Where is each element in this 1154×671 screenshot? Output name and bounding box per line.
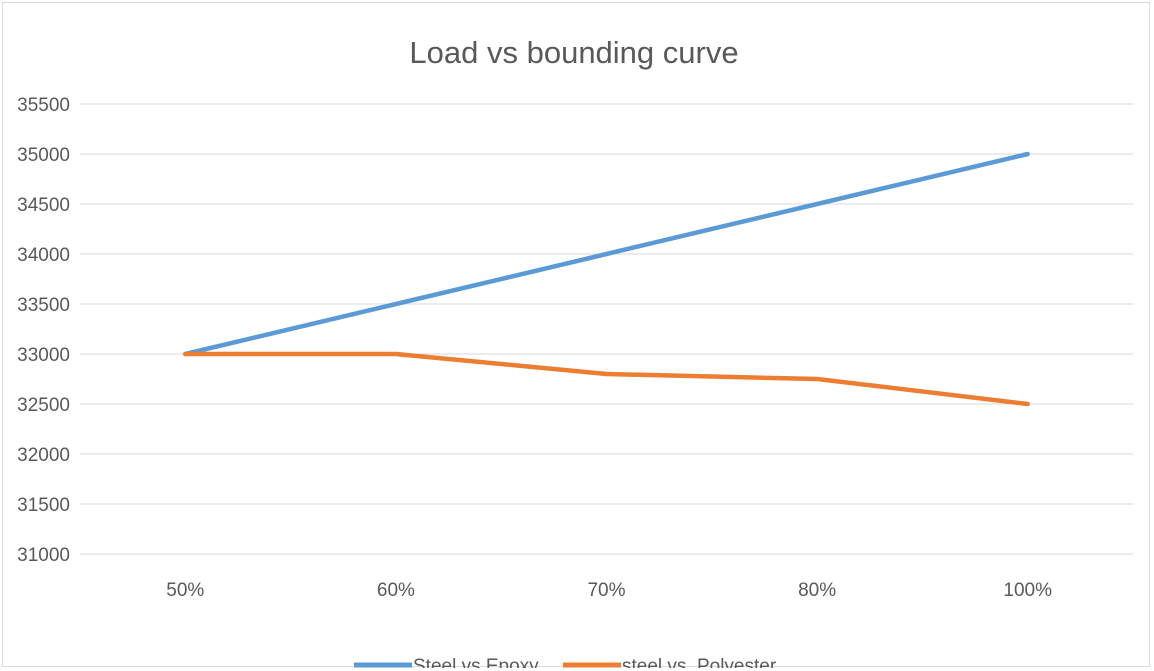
y-tick-label: 31000 — [17, 545, 70, 566]
y-tick-label: 32000 — [17, 445, 70, 466]
y-tick-label: 35500 — [17, 95, 70, 116]
x-tick-label: 50% — [166, 580, 204, 601]
legend-label-steel-vs-polyester: steel vs. Polyester — [622, 656, 777, 668]
legend: Steel vs Epoxy steel vs. Polyester — [354, 656, 777, 668]
x-tick-label: 70% — [587, 580, 625, 601]
line-chart: Load vs bounding curve 31000 31500 32000 32… — [17, 35, 1133, 668]
y-tick-label: 34000 — [17, 245, 70, 266]
series-line-steel-vs-polyester — [183, 351, 1030, 407]
x-tick-label: 60% — [377, 580, 415, 601]
y-tick-label: 33000 — [17, 345, 70, 366]
x-tick-label: 80% — [798, 580, 836, 601]
y-tick-label: 33500 — [17, 295, 70, 316]
x-axis: 50% 60% 70% 80% 100% — [166, 580, 1052, 601]
y-tick-label: 32500 — [17, 395, 70, 416]
chart-title: Load vs bounding curve — [409, 35, 738, 70]
gridlines — [80, 103, 1133, 555]
plot-series — [183, 151, 1030, 407]
y-tick-label: 31500 — [17, 495, 70, 516]
x-tick-label: 100% — [1003, 580, 1052, 601]
y-tick-label: 34500 — [17, 195, 70, 216]
series-line-steel-vs-epoxy — [183, 151, 1030, 357]
y-axis: 31000 31500 32000 32500 33000 33500 34000 34500… — [17, 95, 70, 566]
y-tick-label: 35000 — [17, 145, 70, 166]
legend-label-steel-vs-epoxy: Steel vs Epoxy — [413, 656, 539, 668]
